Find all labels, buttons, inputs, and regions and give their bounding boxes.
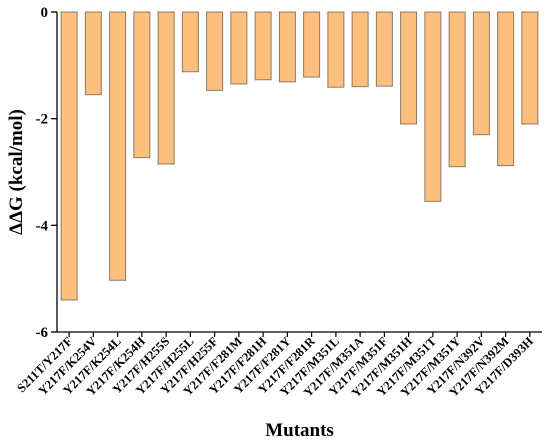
x-axis-title: Mutants	[265, 420, 334, 441]
bar-y217f-k254h	[133, 11, 151, 159]
bar-y217f-m351l	[327, 11, 345, 88]
bar-y217f-h255f	[206, 11, 224, 91]
bar-y217f-n392v	[472, 11, 490, 136]
bar-y217f-m351h	[400, 11, 418, 125]
bar-y217f-n392m	[497, 11, 515, 167]
y-tick-label: 0	[41, 5, 49, 21]
bar-y217f-h255s	[157, 11, 175, 165]
y-axis-title: ΔΔG (kcal/mol)	[6, 109, 27, 235]
bar-y217f-d393h	[521, 11, 539, 125]
bar-y217f-f281m	[230, 11, 248, 85]
bar-y217f-h255l	[181, 11, 199, 73]
bar-y217f-m351t	[424, 11, 442, 202]
bar-y217f-m351a	[351, 11, 369, 88]
bar-s211t-y217f	[60, 11, 78, 301]
bar-y217f-f281r	[303, 11, 321, 78]
bar-y217f-k254v	[84, 11, 102, 96]
y-tick-label: -6	[36, 325, 49, 341]
axes-layer	[56, 12, 542, 333]
bar-y217f-m351f	[375, 11, 393, 87]
bar-y217f-f281h	[254, 11, 272, 81]
x-ticks: S211T/Y217FY217F/K254VY217F/K254LY217F/K…	[14, 332, 536, 400]
y-tick-label: -4	[36, 218, 49, 234]
bar-y217f-m351y	[448, 11, 466, 168]
bars-layer	[60, 11, 539, 301]
y-tick-label: -2	[36, 112, 49, 128]
bar-y217f-f281y	[278, 11, 296, 83]
bar-y217f-k254l	[109, 11, 127, 281]
y-ticks: 0 -2 -4 -6	[36, 5, 57, 341]
